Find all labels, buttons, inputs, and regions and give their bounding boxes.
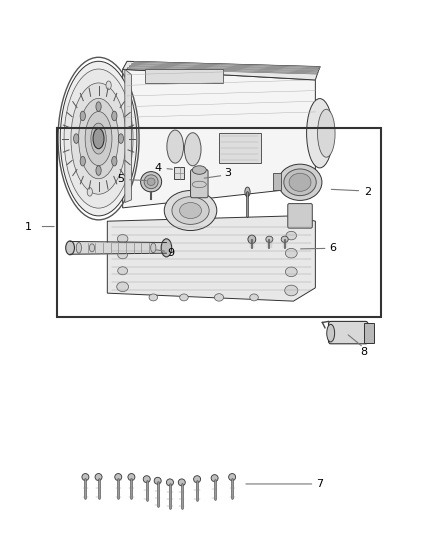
- Ellipse shape: [307, 99, 333, 168]
- Ellipse shape: [71, 83, 126, 194]
- Ellipse shape: [149, 294, 158, 301]
- Text: 9: 9: [167, 248, 174, 258]
- Polygon shape: [129, 66, 319, 72]
- Ellipse shape: [106, 81, 111, 90]
- Bar: [57, 128, 381, 317]
- Ellipse shape: [117, 282, 129, 292]
- Ellipse shape: [87, 188, 92, 196]
- Ellipse shape: [118, 251, 127, 259]
- Ellipse shape: [151, 243, 156, 253]
- Ellipse shape: [117, 235, 128, 243]
- Ellipse shape: [91, 123, 106, 154]
- Text: 4: 4: [154, 163, 161, 173]
- Text: 3: 3: [224, 168, 231, 178]
- Ellipse shape: [172, 197, 209, 224]
- Ellipse shape: [248, 235, 256, 244]
- Ellipse shape: [80, 156, 85, 166]
- Ellipse shape: [180, 203, 201, 219]
- Ellipse shape: [281, 236, 288, 243]
- Ellipse shape: [184, 133, 201, 166]
- Text: 6: 6: [329, 243, 336, 253]
- Bar: [219, 133, 261, 163]
- Ellipse shape: [128, 473, 135, 481]
- Ellipse shape: [229, 473, 236, 481]
- FancyBboxPatch shape: [328, 321, 368, 344]
- Bar: [145, 69, 223, 83]
- Ellipse shape: [327, 324, 335, 342]
- Ellipse shape: [266, 236, 273, 243]
- Ellipse shape: [143, 475, 150, 483]
- Ellipse shape: [211, 474, 218, 482]
- Ellipse shape: [192, 166, 206, 174]
- FancyBboxPatch shape: [191, 169, 208, 198]
- Ellipse shape: [115, 473, 122, 481]
- Ellipse shape: [278, 164, 322, 200]
- Ellipse shape: [318, 109, 335, 157]
- Ellipse shape: [82, 473, 89, 481]
- Polygon shape: [134, 61, 321, 68]
- Polygon shape: [125, 69, 131, 203]
- Ellipse shape: [112, 111, 117, 121]
- Ellipse shape: [112, 156, 117, 166]
- Ellipse shape: [89, 244, 95, 252]
- Ellipse shape: [284, 169, 316, 196]
- Ellipse shape: [194, 475, 201, 483]
- Ellipse shape: [289, 173, 311, 191]
- Bar: [273, 173, 281, 190]
- Ellipse shape: [85, 111, 112, 166]
- Ellipse shape: [245, 187, 250, 197]
- Ellipse shape: [180, 294, 188, 301]
- Polygon shape: [131, 63, 320, 70]
- Ellipse shape: [166, 479, 173, 486]
- Bar: [364, 323, 374, 343]
- Ellipse shape: [161, 239, 172, 257]
- Ellipse shape: [286, 267, 297, 277]
- Text: 1: 1: [25, 222, 32, 231]
- Ellipse shape: [141, 172, 162, 192]
- Ellipse shape: [164, 191, 217, 231]
- Ellipse shape: [248, 236, 255, 243]
- Text: 2: 2: [364, 187, 371, 197]
- Polygon shape: [123, 69, 315, 208]
- Ellipse shape: [96, 166, 101, 175]
- Text: 5: 5: [117, 174, 124, 183]
- Ellipse shape: [60, 61, 137, 216]
- Ellipse shape: [96, 102, 101, 111]
- Polygon shape: [123, 61, 320, 80]
- Ellipse shape: [76, 243, 81, 253]
- Ellipse shape: [74, 134, 79, 143]
- Ellipse shape: [154, 478, 161, 484]
- Ellipse shape: [118, 134, 124, 143]
- Ellipse shape: [95, 473, 102, 481]
- Ellipse shape: [80, 111, 85, 121]
- Polygon shape: [127, 68, 318, 74]
- Ellipse shape: [147, 178, 155, 185]
- Ellipse shape: [250, 294, 258, 301]
- Ellipse shape: [64, 69, 133, 208]
- Text: 8: 8: [360, 347, 367, 357]
- Ellipse shape: [215, 294, 223, 301]
- FancyBboxPatch shape: [288, 204, 312, 228]
- Ellipse shape: [78, 99, 118, 179]
- Bar: [174, 167, 184, 179]
- Ellipse shape: [144, 175, 158, 189]
- Ellipse shape: [285, 285, 298, 296]
- Ellipse shape: [93, 128, 104, 149]
- Ellipse shape: [178, 479, 185, 486]
- Text: 7: 7: [316, 479, 323, 489]
- Ellipse shape: [167, 130, 184, 163]
- Ellipse shape: [286, 231, 297, 240]
- Polygon shape: [107, 216, 315, 301]
- Ellipse shape: [286, 248, 297, 258]
- Ellipse shape: [66, 241, 74, 255]
- Ellipse shape: [118, 266, 127, 275]
